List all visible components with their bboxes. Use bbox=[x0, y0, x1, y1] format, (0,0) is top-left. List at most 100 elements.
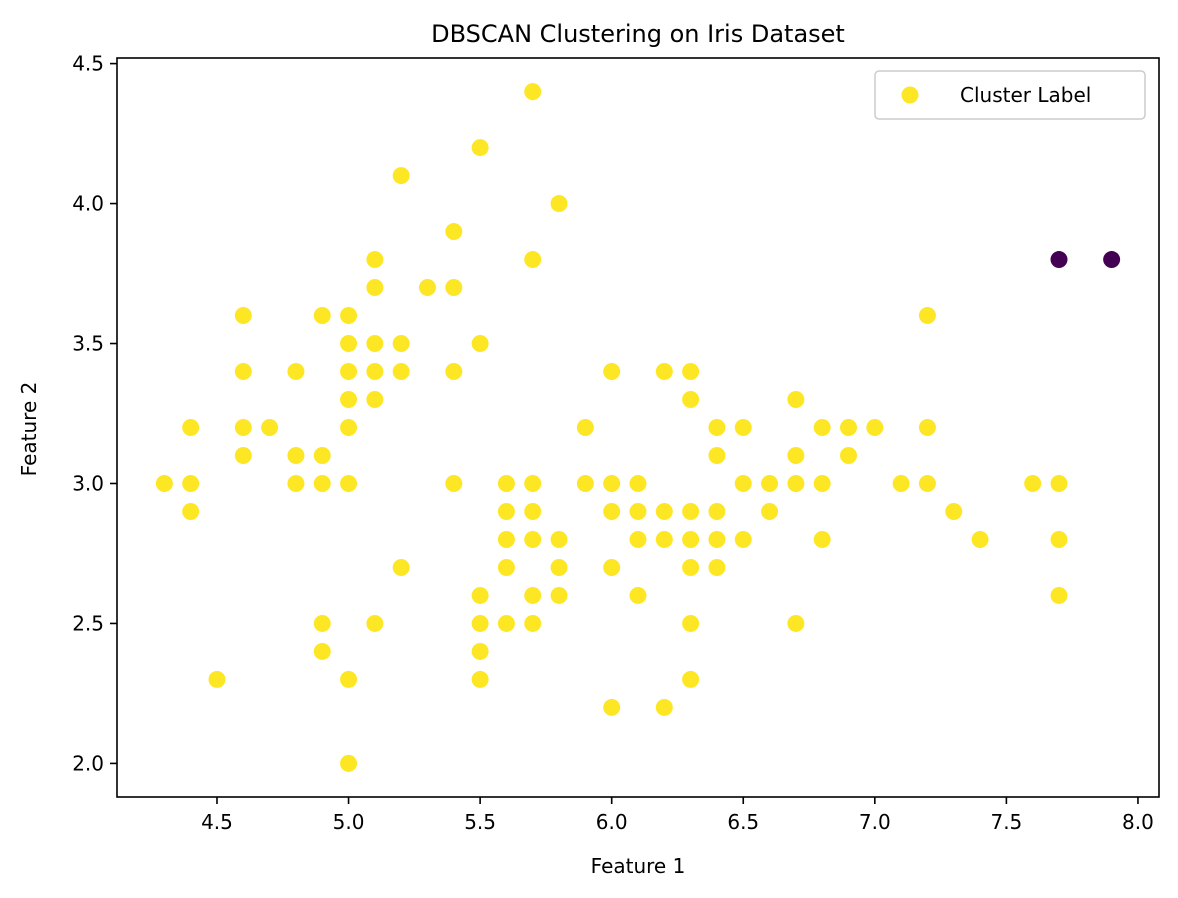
x-axis: 4.5 5.0 5.5 6.0 6.5 7.0 7.5 8.0 bbox=[201, 797, 1154, 834]
data-point bbox=[945, 502, 963, 520]
data-point bbox=[603, 502, 621, 520]
data-point bbox=[682, 670, 700, 688]
data-point bbox=[392, 335, 410, 353]
data-point bbox=[182, 419, 200, 436]
data-point bbox=[524, 251, 542, 269]
data-point bbox=[603, 474, 621, 492]
data-point bbox=[708, 419, 726, 436]
y-tick-label: 4.5 bbox=[72, 52, 104, 76]
data-point bbox=[866, 419, 884, 436]
data-point bbox=[550, 195, 568, 213]
data-point bbox=[313, 307, 331, 325]
noise-point bbox=[1050, 251, 1068, 269]
y-tick-label: 3.0 bbox=[72, 471, 104, 495]
data-point bbox=[761, 474, 779, 492]
data-point bbox=[1024, 474, 1042, 492]
x-tick-label: 4.5 bbox=[201, 810, 233, 834]
legend: Cluster Label bbox=[874, 70, 1146, 120]
data-point bbox=[497, 502, 515, 520]
data-point bbox=[313, 614, 331, 632]
data-point bbox=[655, 698, 673, 716]
data-point bbox=[392, 558, 410, 576]
data-point bbox=[918, 419, 936, 436]
data-point bbox=[471, 614, 489, 632]
data-point bbox=[497, 530, 515, 548]
points-layer bbox=[155, 83, 1121, 772]
data-point bbox=[550, 530, 568, 548]
y-tick-label: 2.0 bbox=[72, 751, 104, 775]
data-point bbox=[287, 446, 305, 464]
data-point bbox=[892, 474, 910, 492]
data-point bbox=[682, 391, 700, 409]
data-point bbox=[234, 363, 252, 381]
data-point bbox=[1050, 530, 1068, 548]
y-axis: 2.0 2.5 3.0 3.5 4.0 4.5 bbox=[72, 52, 117, 775]
data-point bbox=[261, 419, 279, 436]
data-point bbox=[734, 530, 752, 548]
data-point bbox=[445, 223, 463, 241]
data-point bbox=[918, 307, 936, 325]
data-point bbox=[471, 139, 489, 157]
data-point bbox=[445, 363, 463, 381]
data-point bbox=[603, 698, 621, 716]
x-tick-label: 6.0 bbox=[596, 810, 628, 834]
x-tick-label: 6.5 bbox=[727, 810, 759, 834]
data-point bbox=[340, 363, 358, 381]
y-axis-label: Feature 2 bbox=[17, 382, 41, 477]
data-point bbox=[234, 307, 252, 325]
x-tick-label: 5.5 bbox=[464, 810, 496, 834]
x-tick-label: 5.0 bbox=[333, 810, 365, 834]
data-point bbox=[418, 279, 436, 297]
data-point bbox=[497, 474, 515, 492]
data-point bbox=[155, 474, 173, 492]
data-point bbox=[445, 474, 463, 492]
data-point bbox=[366, 614, 384, 632]
data-point bbox=[603, 558, 621, 576]
legend-box bbox=[874, 70, 1146, 120]
data-point bbox=[840, 446, 858, 464]
data-point bbox=[629, 586, 647, 604]
data-point bbox=[340, 474, 358, 492]
data-point bbox=[576, 419, 594, 436]
data-point bbox=[708, 530, 726, 548]
data-point bbox=[234, 419, 252, 436]
data-point bbox=[234, 446, 252, 464]
data-point bbox=[655, 502, 673, 520]
data-point bbox=[340, 754, 358, 772]
data-point bbox=[682, 502, 700, 520]
data-point bbox=[1050, 474, 1068, 492]
y-tick-label: 4.0 bbox=[72, 192, 104, 216]
data-point bbox=[313, 474, 331, 492]
data-point bbox=[340, 419, 358, 436]
data-point bbox=[366, 335, 384, 353]
data-point bbox=[629, 502, 647, 520]
chart-title: DBSCAN Clustering on Iris Dataset bbox=[431, 20, 845, 48]
data-point bbox=[392, 363, 410, 381]
data-point bbox=[655, 530, 673, 548]
data-point bbox=[787, 474, 805, 492]
data-point bbox=[366, 363, 384, 381]
data-point bbox=[629, 530, 647, 548]
data-point bbox=[682, 530, 700, 548]
data-point bbox=[708, 502, 726, 520]
data-point bbox=[340, 391, 358, 409]
y-tick-label: 3.5 bbox=[72, 332, 104, 356]
legend-label: Cluster Label bbox=[960, 83, 1091, 107]
data-point bbox=[340, 307, 358, 325]
x-axis-label: Feature 1 bbox=[591, 854, 686, 878]
x-tick-label: 7.0 bbox=[859, 810, 891, 834]
data-point bbox=[787, 446, 805, 464]
data-point bbox=[524, 502, 542, 520]
data-point bbox=[550, 586, 568, 604]
data-point bbox=[392, 167, 410, 185]
data-point bbox=[576, 474, 594, 492]
data-point bbox=[603, 363, 621, 381]
data-point bbox=[682, 614, 700, 632]
data-point bbox=[708, 558, 726, 576]
data-point bbox=[182, 474, 200, 492]
data-point bbox=[708, 446, 726, 464]
data-point bbox=[813, 474, 831, 492]
data-point bbox=[918, 474, 936, 492]
